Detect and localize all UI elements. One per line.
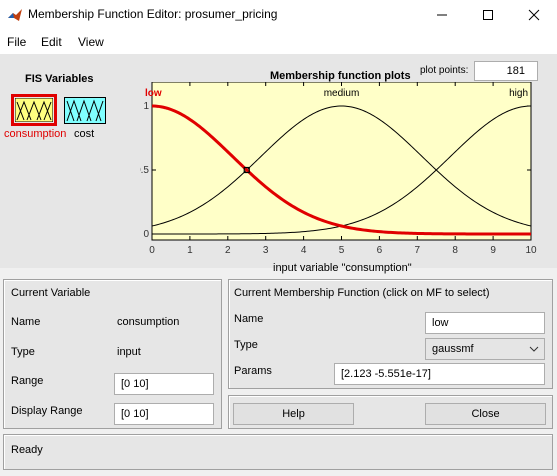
mf-label-medium[interactable]: medium [324, 88, 360, 99]
x-tick-label: 6 [377, 245, 383, 256]
y-tick-label: 0 [143, 229, 149, 240]
x-tick-label: 8 [452, 245, 458, 256]
range-input[interactable]: [0 10] [114, 373, 214, 395]
membership-function-plot[interactable]: 0 0.5 1 0 1 2 3 4 5 6 7 8 9 10 low medium high [140, 82, 557, 274]
title-bar: Membership Function Editor: prosumer_pri… [0, 0, 557, 30]
fis-variables-label: FIS Variables [25, 73, 93, 85]
cv-name-value: consumption [117, 316, 179, 328]
chevron-down-icon [529, 346, 539, 352]
plot-points-input[interactable]: 181 [474, 61, 538, 81]
cv-type-label: Type [11, 346, 35, 358]
mf-name-input[interactable]: low [425, 312, 545, 334]
mf-type-value: gaussmf [432, 343, 474, 355]
variable-cost-label[interactable]: cost [74, 128, 94, 140]
plot-title: Membership function plots [270, 70, 411, 82]
x-tick-label: 2 [225, 245, 231, 256]
minimize-button[interactable] [419, 0, 465, 30]
mf-type-select[interactable]: gaussmf [425, 338, 545, 360]
minimize-icon [436, 9, 448, 21]
x-tick-label: 3 [263, 245, 269, 256]
menu-file[interactable]: File [7, 35, 26, 49]
mf-params-input[interactable]: [2.123 -5.551e-17] [334, 363, 545, 385]
y-tick-label: 0.5 [140, 165, 149, 176]
menu-view[interactable]: View [78, 35, 104, 49]
matlab-icon [7, 7, 23, 23]
x-tick-label: 10 [525, 245, 537, 256]
plot-points-label: plot points: [420, 65, 468, 76]
mf-label-low[interactable]: low [145, 88, 162, 99]
mf-name-label: Name [234, 313, 263, 325]
mf-label-high[interactable]: high [509, 88, 528, 99]
cv-display-range-label: Display Range [11, 405, 83, 417]
variable-cost[interactable] [64, 97, 106, 124]
close-window-button[interactable] [511, 0, 557, 30]
cv-name-label: Name [11, 316, 40, 328]
x-tick-label: 1 [187, 245, 193, 256]
x-tick-label: 4 [301, 245, 307, 256]
close-button[interactable]: Close [425, 403, 546, 425]
y-tick-label: 1 [143, 101, 149, 112]
maximize-icon [482, 9, 494, 21]
display-range-input[interactable]: [0 10] [114, 403, 214, 425]
input-variable-icon [15, 98, 53, 122]
current-variable-header: Current Variable [11, 287, 90, 299]
x-tick-label: 0 [149, 245, 155, 256]
x-tick-label: 9 [490, 245, 496, 256]
x-tick-label: 7 [415, 245, 421, 256]
menu-bar: File Edit View [0, 30, 557, 55]
maximize-button[interactable] [465, 0, 511, 30]
variable-consumption-label[interactable]: consumption [4, 128, 66, 140]
x-tick-label: 5 [339, 245, 345, 256]
current-mf-header: Current Membership Function (click on MF… [234, 287, 490, 299]
x-axis-label: input variable "consumption" [273, 262, 412, 274]
mf-type-label: Type [234, 339, 258, 351]
help-button[interactable]: Help [233, 403, 354, 425]
variable-consumption-selection[interactable] [11, 94, 57, 126]
status-panel [3, 434, 553, 470]
close-icon [528, 9, 540, 21]
cv-type-value: input [117, 346, 141, 358]
status-text: Ready [11, 444, 43, 456]
output-variable-icon [64, 97, 106, 124]
menu-edit[interactable]: Edit [41, 35, 62, 49]
window-title: Membership Function Editor: prosumer_pri… [28, 7, 277, 21]
mf-params-label: Params [234, 365, 272, 377]
cv-range-label: Range [11, 375, 43, 387]
